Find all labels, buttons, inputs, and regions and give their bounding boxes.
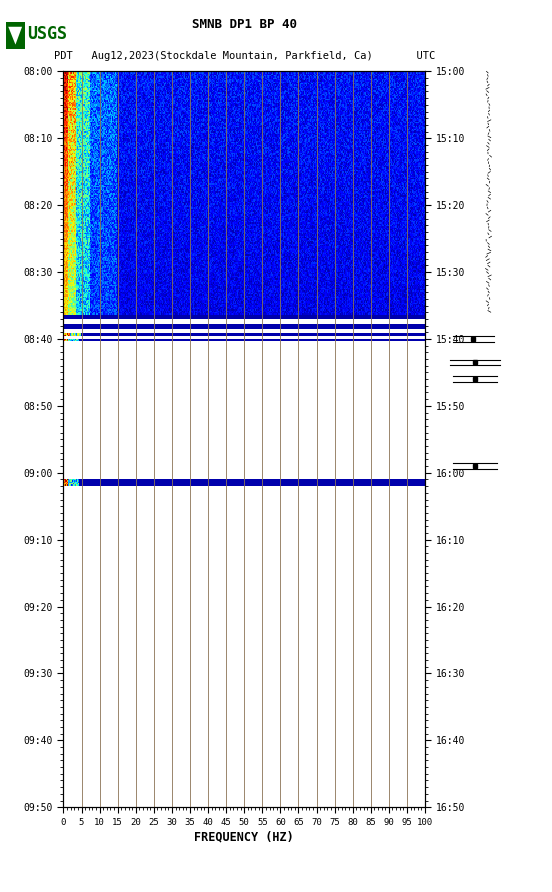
- Text: USGS: USGS: [28, 25, 67, 43]
- X-axis label: FREQUENCY (HZ): FREQUENCY (HZ): [194, 830, 294, 844]
- Text: SMNB DP1 BP 40: SMNB DP1 BP 40: [192, 18, 297, 31]
- Text: PDT   Aug12,2023(Stockdale Mountain, Parkfield, Ca)       UTC: PDT Aug12,2023(Stockdale Mountain, Parkf…: [54, 51, 435, 61]
